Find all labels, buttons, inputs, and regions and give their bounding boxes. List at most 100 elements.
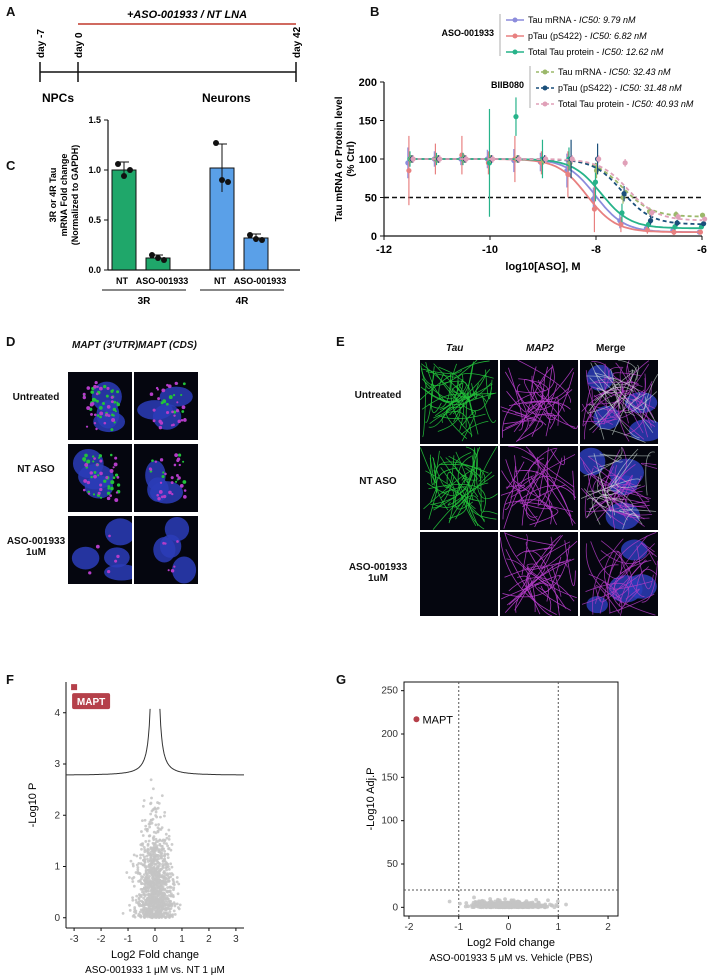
signal-dot bbox=[116, 483, 121, 487]
data-point bbox=[511, 902, 516, 907]
data-point bbox=[137, 896, 141, 900]
data-point bbox=[142, 886, 146, 890]
data-point bbox=[154, 831, 158, 835]
data-point bbox=[139, 853, 143, 857]
signal-dot bbox=[168, 395, 173, 400]
neurite bbox=[434, 372, 493, 411]
data-point bbox=[406, 167, 412, 174]
signal-dot bbox=[113, 421, 116, 424]
data-point bbox=[121, 911, 125, 915]
x-tick-label: 3 bbox=[233, 934, 239, 945]
signal-dot bbox=[167, 384, 172, 389]
signal-dot bbox=[98, 454, 103, 458]
data-point bbox=[541, 904, 545, 909]
neurite bbox=[603, 447, 627, 487]
neurite bbox=[432, 455, 455, 488]
x-tick-label: -10 bbox=[482, 244, 498, 256]
data-point bbox=[148, 868, 152, 872]
neurite bbox=[515, 499, 552, 525]
data-point bbox=[165, 913, 169, 917]
signal-dot bbox=[96, 399, 99, 403]
data-point bbox=[144, 902, 148, 905]
group-label: 4R bbox=[236, 296, 250, 307]
data-point bbox=[150, 809, 154, 813]
neurite bbox=[451, 382, 495, 395]
signal-dot bbox=[167, 569, 170, 572]
neurite bbox=[598, 391, 655, 419]
data-point bbox=[149, 904, 153, 908]
data-point bbox=[162, 871, 166, 875]
data-point bbox=[148, 874, 151, 878]
y-tick-label: 200 bbox=[359, 77, 377, 89]
signal-dot bbox=[95, 427, 98, 431]
signal-dot bbox=[93, 475, 96, 478]
data-point bbox=[146, 908, 150, 912]
signal-dot bbox=[182, 480, 187, 484]
data-point bbox=[168, 902, 172, 906]
x-axis-title: Log2 Fold change bbox=[111, 949, 199, 961]
data-point bbox=[162, 841, 166, 845]
data-point bbox=[150, 872, 154, 876]
micrograph-tile bbox=[580, 360, 658, 444]
neurite bbox=[518, 378, 549, 413]
x-tick-label: 0 bbox=[152, 934, 158, 945]
y-tick-label: 0.5 bbox=[88, 215, 101, 225]
x-tick-label: -2 bbox=[405, 922, 414, 933]
micrograph-tile bbox=[500, 446, 578, 530]
signal-dot bbox=[116, 475, 120, 479]
data-point bbox=[127, 167, 133, 173]
data-point bbox=[500, 905, 505, 909]
data-point bbox=[140, 877, 143, 881]
data-point bbox=[410, 156, 416, 162]
neurite bbox=[525, 547, 552, 553]
neurite bbox=[539, 366, 548, 384]
row-label: Untreated bbox=[354, 390, 402, 401]
data-point bbox=[156, 829, 160, 833]
data-point bbox=[151, 866, 155, 870]
neurite bbox=[444, 484, 485, 502]
data-point bbox=[163, 880, 167, 884]
data-point bbox=[132, 884, 136, 888]
neurite bbox=[595, 581, 611, 613]
neurite bbox=[534, 457, 563, 528]
data-point bbox=[128, 903, 131, 907]
legend-marker bbox=[542, 101, 548, 107]
neurite bbox=[588, 404, 605, 440]
signal-dot bbox=[96, 414, 100, 417]
data-point bbox=[447, 899, 452, 904]
data-point bbox=[163, 873, 167, 877]
signal-dot bbox=[161, 474, 165, 479]
data-point bbox=[132, 853, 136, 857]
dose-response-chart: ASO-001933 Tau mRNA - IC50: 9.79 nM pTau (… bbox=[334, 14, 708, 273]
data-point bbox=[155, 882, 159, 886]
signal-dot bbox=[107, 485, 111, 488]
data-point bbox=[148, 822, 152, 826]
panel-label-e: E bbox=[336, 334, 345, 349]
data-point bbox=[565, 171, 571, 177]
legend-marker bbox=[512, 49, 518, 55]
neurite bbox=[521, 534, 528, 576]
signal-dot bbox=[170, 481, 174, 484]
data-point bbox=[463, 156, 469, 162]
data-point bbox=[149, 909, 153, 913]
signal-dot bbox=[158, 490, 163, 494]
data-point bbox=[525, 903, 529, 908]
signal-dot bbox=[178, 463, 181, 467]
signal-dot bbox=[156, 493, 159, 497]
data-point bbox=[247, 232, 253, 238]
data-point bbox=[163, 839, 167, 843]
data-point bbox=[172, 886, 176, 890]
signal-dot bbox=[114, 456, 118, 460]
dose-response-legend: ASO-001933 Tau mRNA - IC50: 9.79 nM pTau (… bbox=[441, 14, 694, 109]
data-point bbox=[136, 868, 140, 872]
data-point bbox=[162, 876, 165, 879]
data-point bbox=[259, 237, 265, 243]
data-point bbox=[141, 900, 145, 904]
x-tick-label: -1 bbox=[454, 922, 463, 933]
neurite bbox=[517, 360, 571, 403]
data-point bbox=[169, 894, 173, 898]
data-point bbox=[154, 859, 158, 862]
neurite bbox=[475, 447, 498, 500]
series-curve bbox=[410, 158, 702, 222]
data-point bbox=[137, 903, 141, 907]
